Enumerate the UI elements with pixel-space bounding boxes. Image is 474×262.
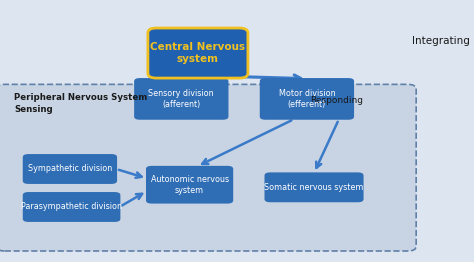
FancyBboxPatch shape (264, 172, 364, 202)
Text: Motor division
(efferent): Motor division (efferent) (279, 89, 335, 109)
Text: Integrating: Integrating (412, 36, 470, 46)
Text: Responding: Responding (310, 96, 364, 105)
FancyBboxPatch shape (146, 166, 233, 204)
Text: Sensory division
(afferent): Sensory division (afferent) (148, 89, 214, 109)
Text: Somatic nervous system: Somatic nervous system (264, 183, 364, 192)
FancyBboxPatch shape (23, 154, 117, 184)
FancyBboxPatch shape (134, 78, 228, 120)
FancyBboxPatch shape (148, 28, 248, 78)
Text: Central Nervous
system: Central Nervous system (150, 42, 246, 64)
FancyBboxPatch shape (260, 78, 354, 120)
FancyBboxPatch shape (0, 84, 416, 251)
Text: Peripheral Nervous System
Sensing: Peripheral Nervous System Sensing (14, 93, 147, 114)
Text: Autonomic nervous
system: Autonomic nervous system (151, 175, 228, 195)
Text: Parasympathetic division: Parasympathetic division (21, 203, 122, 211)
FancyBboxPatch shape (23, 192, 120, 222)
Text: Sympathetic division: Sympathetic division (28, 165, 112, 173)
